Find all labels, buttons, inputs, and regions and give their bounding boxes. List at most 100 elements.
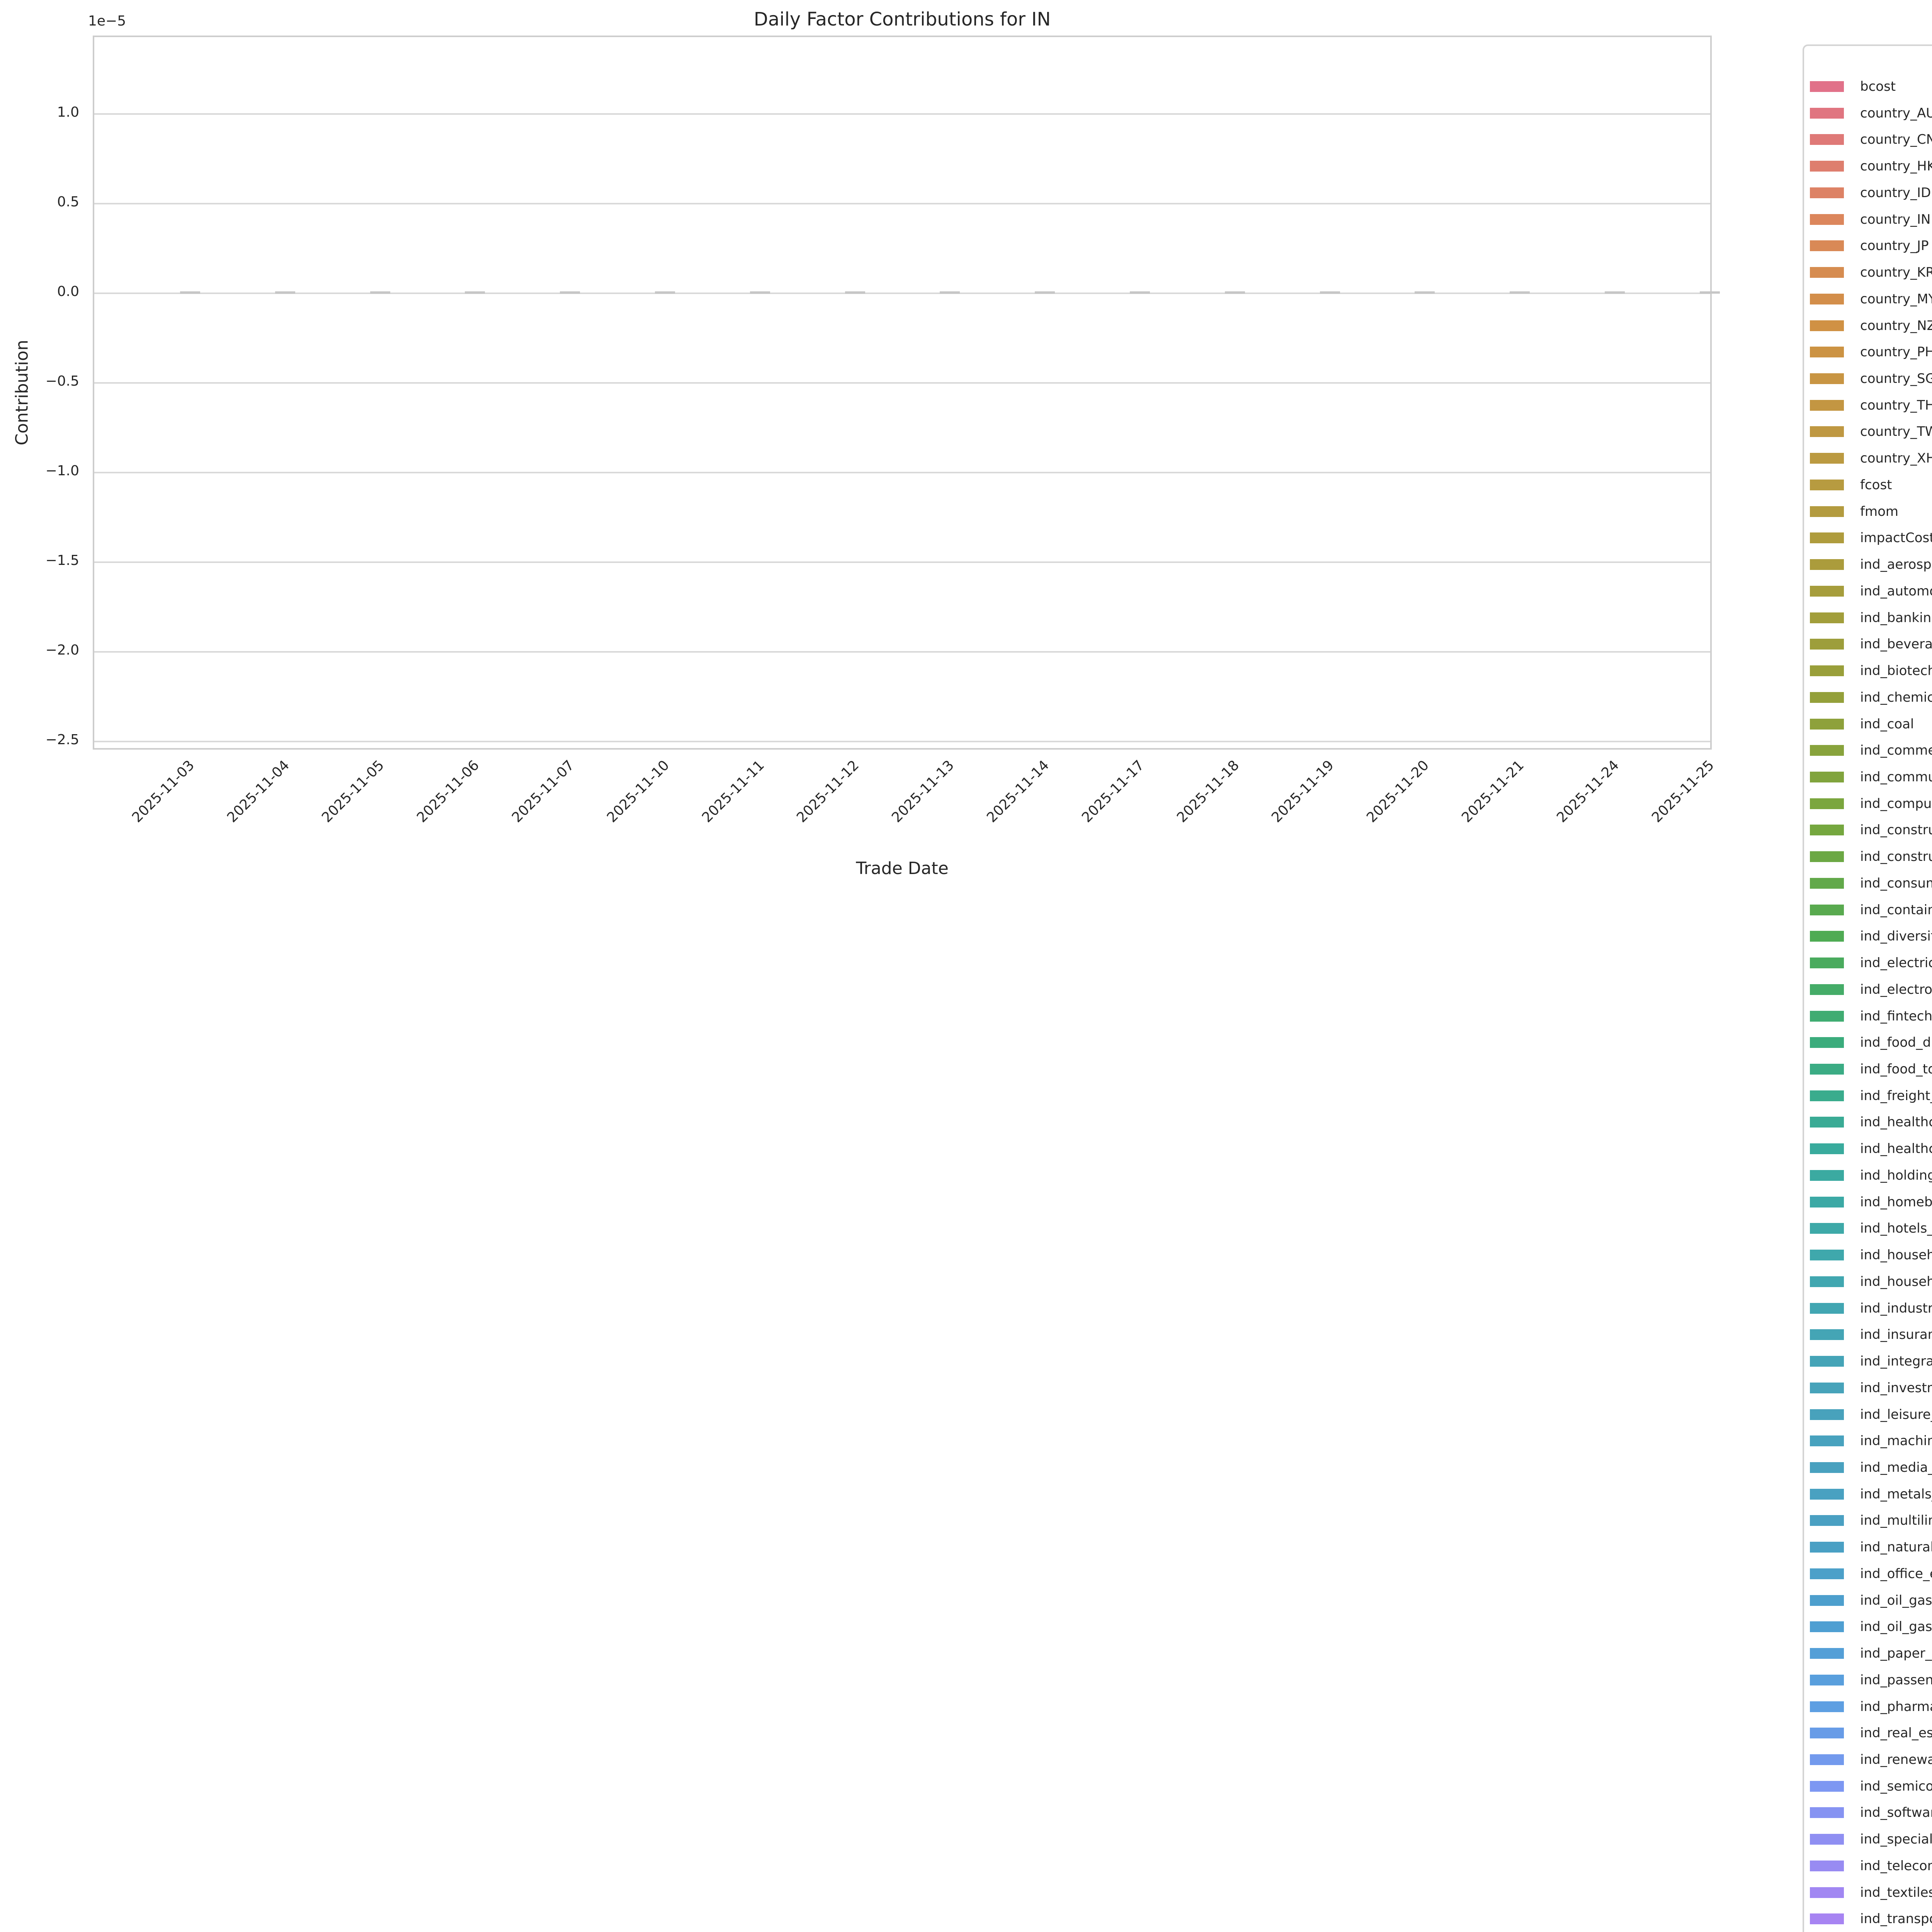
legend-entry-label: ind_electronic_equipment: [1860, 981, 1932, 997]
legend-swatch: [1810, 1621, 1844, 1633]
legend-swatch: [1810, 931, 1844, 942]
legend-entry-label: country_TW: [1860, 424, 1932, 440]
legend-entry-label: ind_electric_utilities_ipps: [1860, 955, 1932, 971]
legend-entry-label: ind_freight_logistics: [1860, 1088, 1932, 1104]
legend-entry-label: ind_investment_services: [1860, 1380, 1932, 1396]
legend-swatch: [1810, 453, 1844, 464]
legend-entry-label: country_XH: [1860, 451, 1932, 466]
legend-entry-label: ind_natural_gas_utilities: [1860, 1539, 1932, 1555]
legend-swatch: [1810, 1250, 1844, 1261]
legend-swatch: [1810, 559, 1844, 570]
legend-entry-label: bcost: [1860, 79, 1896, 94]
legend-entry-label: ind_semiconductors: [1860, 1778, 1932, 1794]
legend-swatch: [1810, 1409, 1844, 1420]
x-tick-label: 2025-11-18: [1173, 757, 1242, 826]
legend-swatch: [1810, 1701, 1844, 1712]
x-tick-label: 2025-11-17: [1078, 757, 1147, 826]
legend-swatch: [1810, 1010, 1844, 1022]
x-tick-label: 2025-11-03: [129, 757, 197, 826]
legend-swatch: [1810, 532, 1844, 544]
bar-dash: [1320, 291, 1340, 294]
legend-swatch: [1810, 612, 1844, 623]
y-tick-label: −1.5: [45, 553, 79, 568]
legend-entry-label: ind_consumer_goods_conglomerates: [1860, 875, 1932, 891]
legend-swatch: [1810, 214, 1844, 225]
legend-entry-label: country_AU: [1860, 105, 1932, 121]
legend-swatch: [1810, 1568, 1844, 1579]
legend-swatch: [1810, 320, 1844, 331]
legend-swatch: [1810, 506, 1844, 517]
legend-entry-label: ind_automobile: [1860, 583, 1932, 599]
bar-dash: [940, 291, 960, 294]
legend-entry-label: ind_transportation_infrastructure: [1860, 1911, 1932, 1927]
legend-entry-label: ind_integrated_hardware_software: [1860, 1354, 1932, 1369]
legend-entry-label: ind_household_goods: [1860, 1247, 1932, 1263]
legend-entry-label: country_KR: [1860, 265, 1932, 281]
legend-swatch: [1810, 1117, 1844, 1128]
gridline: [94, 561, 1710, 563]
legend-swatch: [1810, 1648, 1844, 1659]
legend-entry-label: ind_banking_services: [1860, 610, 1932, 626]
legend-entry-label: ind_metals_mining: [1860, 1486, 1932, 1502]
legend-swatch: [1810, 426, 1844, 437]
x-tick-label: 2025-11-05: [319, 757, 388, 826]
legend-entry-label: ind_food_drug_retail: [1860, 1035, 1932, 1051]
legend-swatch: [1810, 1090, 1844, 1101]
legend-entry-label: ind_insurance: [1860, 1327, 1932, 1343]
legend-entry-label: country_TH: [1860, 397, 1932, 413]
gridline: [94, 293, 1710, 294]
legend-entry-label: country_CN: [1860, 132, 1932, 148]
legend-swatch: [1810, 904, 1844, 915]
legend-swatch: [1810, 1913, 1844, 1925]
legend-swatch: [1810, 1303, 1844, 1314]
x-tick-label: 2025-11-19: [1269, 757, 1337, 826]
gridline: [94, 741, 1710, 742]
legend-swatch: [1810, 161, 1844, 172]
gridline: [94, 113, 1710, 115]
legend-swatch: [1810, 1887, 1844, 1898]
legend-entry-label: ind_textiles_apparel: [1860, 1884, 1932, 1900]
y-tick-label: 1.0: [57, 104, 79, 120]
legend-swatch: [1810, 665, 1844, 677]
legend-entry-label: ind_construction_engineering: [1860, 822, 1932, 838]
x-tick-label: 2025-11-14: [984, 757, 1053, 826]
legend-entry-label: ind_real_estate_operations: [1860, 1725, 1932, 1741]
legend-entry-label: country_IN: [1860, 211, 1931, 227]
x-tick-label: 2025-11-21: [1459, 757, 1527, 826]
legend-swatch: [1810, 825, 1844, 836]
legend-swatch: [1810, 1462, 1844, 1473]
legend-entry-label: ind_oil_gas_equipment_services: [1860, 1619, 1932, 1635]
legend-swatch: [1810, 1515, 1844, 1526]
bar-dash: [1510, 291, 1530, 294]
legend-entry-label: ind_chemicals: [1860, 689, 1932, 705]
bar-dash: [275, 291, 295, 294]
legend-entry-label: country_MY: [1860, 291, 1932, 307]
legend-swatch: [1810, 373, 1844, 384]
legend-swatch: [1810, 134, 1844, 145]
bar-dash: [845, 291, 865, 294]
bar-dash: [560, 291, 580, 294]
legend-entry-label: ind_household_products_services: [1860, 1274, 1932, 1289]
legend-swatch: [1810, 1435, 1844, 1447]
legend-entry-label: country_JP: [1860, 238, 1929, 254]
legend-entry-label: ind_paper_forestry: [1860, 1646, 1932, 1662]
legend-swatch: [1810, 984, 1844, 995]
y-axis-title: Contribution: [12, 340, 32, 446]
legend-entry-label: ind_leisure_products: [1860, 1406, 1932, 1422]
bar-dash: [1699, 291, 1720, 294]
y-tick-label: −2.5: [45, 732, 79, 748]
x-tick-label: 2025-11-04: [224, 757, 293, 826]
legend-entry-label: country_HK: [1860, 158, 1932, 174]
legend-swatch: [1810, 1170, 1844, 1181]
legend-entry-label: ind_machinery: [1860, 1433, 1932, 1449]
x-tick-label: 2025-11-07: [509, 757, 578, 826]
y-axis-offset-text: 1e−5: [88, 13, 126, 29]
legend-swatch: [1810, 1329, 1844, 1340]
legend-entry-label: ind_commercial_services_supplies: [1860, 743, 1932, 759]
legend-entry-label: country_SG: [1860, 371, 1932, 387]
legend-entry-label: ind_office_equipment: [1860, 1566, 1932, 1582]
legend-entry-label: ind_fintech: [1860, 1008, 1932, 1024]
legend-entry-label: ind_telecommunications_serices: [1860, 1858, 1932, 1874]
x-tick-label: 2025-11-06: [414, 757, 483, 826]
legend-swatch: [1810, 957, 1844, 969]
